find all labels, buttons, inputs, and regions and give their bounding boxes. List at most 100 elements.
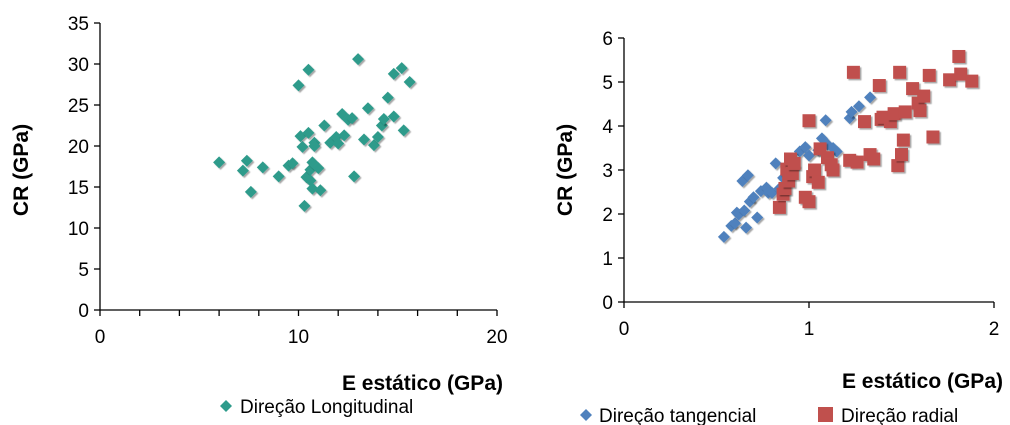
data-point-diamond xyxy=(717,230,730,243)
data-point-square xyxy=(846,65,860,79)
data-point-diamond xyxy=(338,129,351,142)
y-tick-label: 10 xyxy=(68,219,89,240)
data-point-diamond xyxy=(367,139,380,152)
data-point-square xyxy=(922,68,936,82)
data-point-square xyxy=(926,130,940,144)
data-point-square xyxy=(913,104,927,118)
x-tick-label: 2 xyxy=(989,319,1000,340)
data-point-diamond xyxy=(845,105,858,118)
data-point-diamond xyxy=(332,137,345,150)
x-tick-label: 20 xyxy=(486,327,507,348)
x-tick-label: 0 xyxy=(619,319,630,340)
data-point-diamond xyxy=(864,91,877,104)
data-point-diamond xyxy=(361,102,374,115)
data-point-square xyxy=(896,133,910,147)
right-data-points xyxy=(717,49,979,243)
data-point-diamond xyxy=(358,133,371,146)
data-point-diamond xyxy=(314,184,327,197)
data-point-diamond xyxy=(397,124,410,137)
data-point-diamond xyxy=(348,170,361,183)
data-point-square xyxy=(954,67,968,81)
left-y-axis-label: CR (GPa) xyxy=(10,124,33,216)
data-point-square xyxy=(917,89,931,103)
data-point-diamond xyxy=(244,185,257,198)
data-point-diamond xyxy=(751,211,764,224)
data-point-diamond xyxy=(799,141,812,154)
legend-marker-radial xyxy=(818,407,833,422)
y-tick-label: 20 xyxy=(68,137,89,158)
data-point-diamond xyxy=(381,91,394,104)
left-x-axis-label: E estático (GPa) xyxy=(342,372,503,395)
data-point-diamond xyxy=(740,221,753,234)
data-point-square xyxy=(887,107,901,121)
y-tick-label: 5 xyxy=(78,260,89,281)
data-point-diamond xyxy=(240,154,253,167)
data-point-diamond xyxy=(296,140,309,153)
data-point-square xyxy=(872,79,886,93)
data-point-diamond xyxy=(741,169,754,182)
data-point-square xyxy=(850,155,864,169)
data-point-diamond xyxy=(387,67,400,80)
data-point-diamond xyxy=(387,110,400,123)
data-point-diamond xyxy=(395,62,408,75)
data-point-diamond xyxy=(298,199,311,212)
y-tick-label: 0 xyxy=(602,293,613,314)
data-point-diamond xyxy=(852,100,865,113)
right-scatter-chart: 0 1 2 3 4 5 6 0 1 2 CR (GPa) E estático (GPa) Dir… xyxy=(554,29,1003,425)
right-x-axis-label: E estático (GPa) xyxy=(842,370,1003,393)
data-point-square xyxy=(898,105,912,119)
y-tick-label: 25 xyxy=(68,96,89,117)
y-tick-label: 4 xyxy=(602,117,613,138)
y-tick-label: 3 xyxy=(602,161,613,182)
y-tick-label: 30 xyxy=(68,55,89,76)
legend-marker-longitudinal xyxy=(220,400,232,412)
data-point-diamond xyxy=(803,149,815,162)
left-legend: Direção Longitudinal xyxy=(220,397,413,418)
left-axes: 0 5 10 15 20 25 30 35 0 10 20 xyxy=(68,14,508,348)
legend-marker-tangencial xyxy=(580,409,592,421)
data-point-diamond xyxy=(346,112,359,125)
data-point-diamond xyxy=(286,157,299,170)
data-point-diamond xyxy=(371,130,384,143)
data-point-square xyxy=(811,175,825,189)
data-point-diamond xyxy=(256,161,269,174)
data-point-diamond xyxy=(819,114,832,127)
left-data-points xyxy=(213,53,416,212)
y-tick-label: 6 xyxy=(602,29,613,50)
y-tick-label: 2 xyxy=(602,205,613,226)
data-point-square xyxy=(772,200,786,214)
data-point-square xyxy=(893,65,907,79)
data-point-diamond xyxy=(272,170,285,183)
y-tick-label: 0 xyxy=(78,301,89,322)
legend-label-radial: Direção radial xyxy=(841,406,958,425)
data-point-square xyxy=(891,159,905,173)
data-point-diamond xyxy=(308,140,321,152)
data-point-square xyxy=(785,167,799,181)
x-tick-label: 10 xyxy=(288,327,309,348)
data-point-diamond xyxy=(318,119,331,132)
data-point-square xyxy=(802,114,816,128)
data-point-diamond xyxy=(747,191,760,204)
legend-label-longitudinal: Direção Longitudinal xyxy=(240,397,413,418)
data-point-diamond xyxy=(302,63,315,76)
data-point-diamond xyxy=(213,156,226,169)
data-point-square xyxy=(802,195,816,209)
y-tick-label: 5 xyxy=(602,73,613,94)
data-point-diamond xyxy=(236,164,249,177)
left-scatter-chart: 0 5 10 15 20 25 30 35 0 10 20 CR (GPa) E estático … xyxy=(10,14,508,418)
data-point-diamond xyxy=(403,76,416,89)
y-tick-label: 15 xyxy=(68,178,89,199)
data-point-diamond xyxy=(769,157,782,170)
right-y-axis-label: CR (GPa) xyxy=(554,124,577,216)
right-legend: Direção tangencial Direção radial xyxy=(580,406,958,425)
data-point-diamond xyxy=(302,126,315,139)
y-tick-label: 1 xyxy=(602,249,613,270)
data-point-diamond xyxy=(306,182,319,195)
data-point-square xyxy=(895,148,908,162)
data-point-square xyxy=(808,163,822,177)
data-point-square xyxy=(906,82,920,96)
data-point-square xyxy=(826,163,840,177)
data-point-square xyxy=(858,115,871,129)
data-point-diamond xyxy=(312,162,325,175)
